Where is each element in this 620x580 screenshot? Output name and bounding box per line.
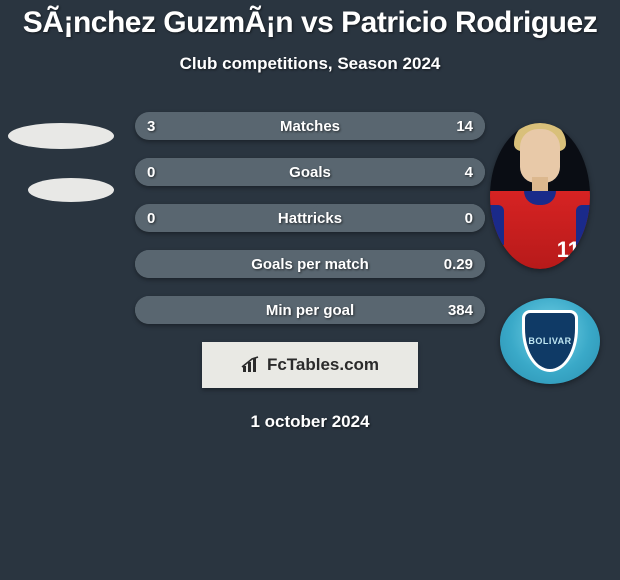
- player-sleeve-left: [490, 205, 504, 245]
- stat-row: 0Hattricks0: [135, 204, 485, 232]
- club-shield-text: BOLIVAR: [528, 336, 571, 346]
- page-title: SÃ¡nchez GuzmÃ¡n vs Patricio Rodriguez: [0, 0, 620, 40]
- stat-right-value: 384: [448, 296, 473, 324]
- stat-label: Goals per match: [135, 250, 485, 278]
- left-club-badge: [28, 178, 114, 202]
- stat-row: 0Goals4: [135, 158, 485, 186]
- stat-row: Goals per match0.29: [135, 250, 485, 278]
- stats-table: 3Matches140Goals40Hattricks0Goals per ma…: [135, 112, 485, 324]
- footer-date: 1 october 2024: [0, 412, 620, 432]
- left-player-avatar: [8, 123, 114, 149]
- stat-row: Min per goal384: [135, 296, 485, 324]
- stat-right-value: 0: [465, 204, 473, 232]
- stat-right-value: 4: [465, 158, 473, 186]
- brand-text: FcTables.com: [267, 355, 379, 375]
- stat-label: Matches: [135, 112, 485, 140]
- stat-right-value: 14: [456, 112, 473, 140]
- brand-logo-icon: [241, 356, 261, 374]
- stat-label: Goals: [135, 158, 485, 186]
- player-jersey-number: 11: [557, 237, 580, 263]
- right-player-photo: 11: [490, 123, 590, 269]
- brand-box[interactable]: FcTables.com: [202, 342, 418, 388]
- player-body: 11: [490, 191, 590, 269]
- player-head: [520, 129, 560, 183]
- stat-label: Hattricks: [135, 204, 485, 232]
- stat-label: Min per goal: [135, 296, 485, 324]
- stat-right-value: 0.29: [444, 250, 473, 278]
- right-club-badge: BOLIVAR: [500, 298, 600, 384]
- club-shield: BOLIVAR: [522, 310, 578, 372]
- stat-row: 3Matches14: [135, 112, 485, 140]
- page-subtitle: Club competitions, Season 2024: [0, 54, 620, 74]
